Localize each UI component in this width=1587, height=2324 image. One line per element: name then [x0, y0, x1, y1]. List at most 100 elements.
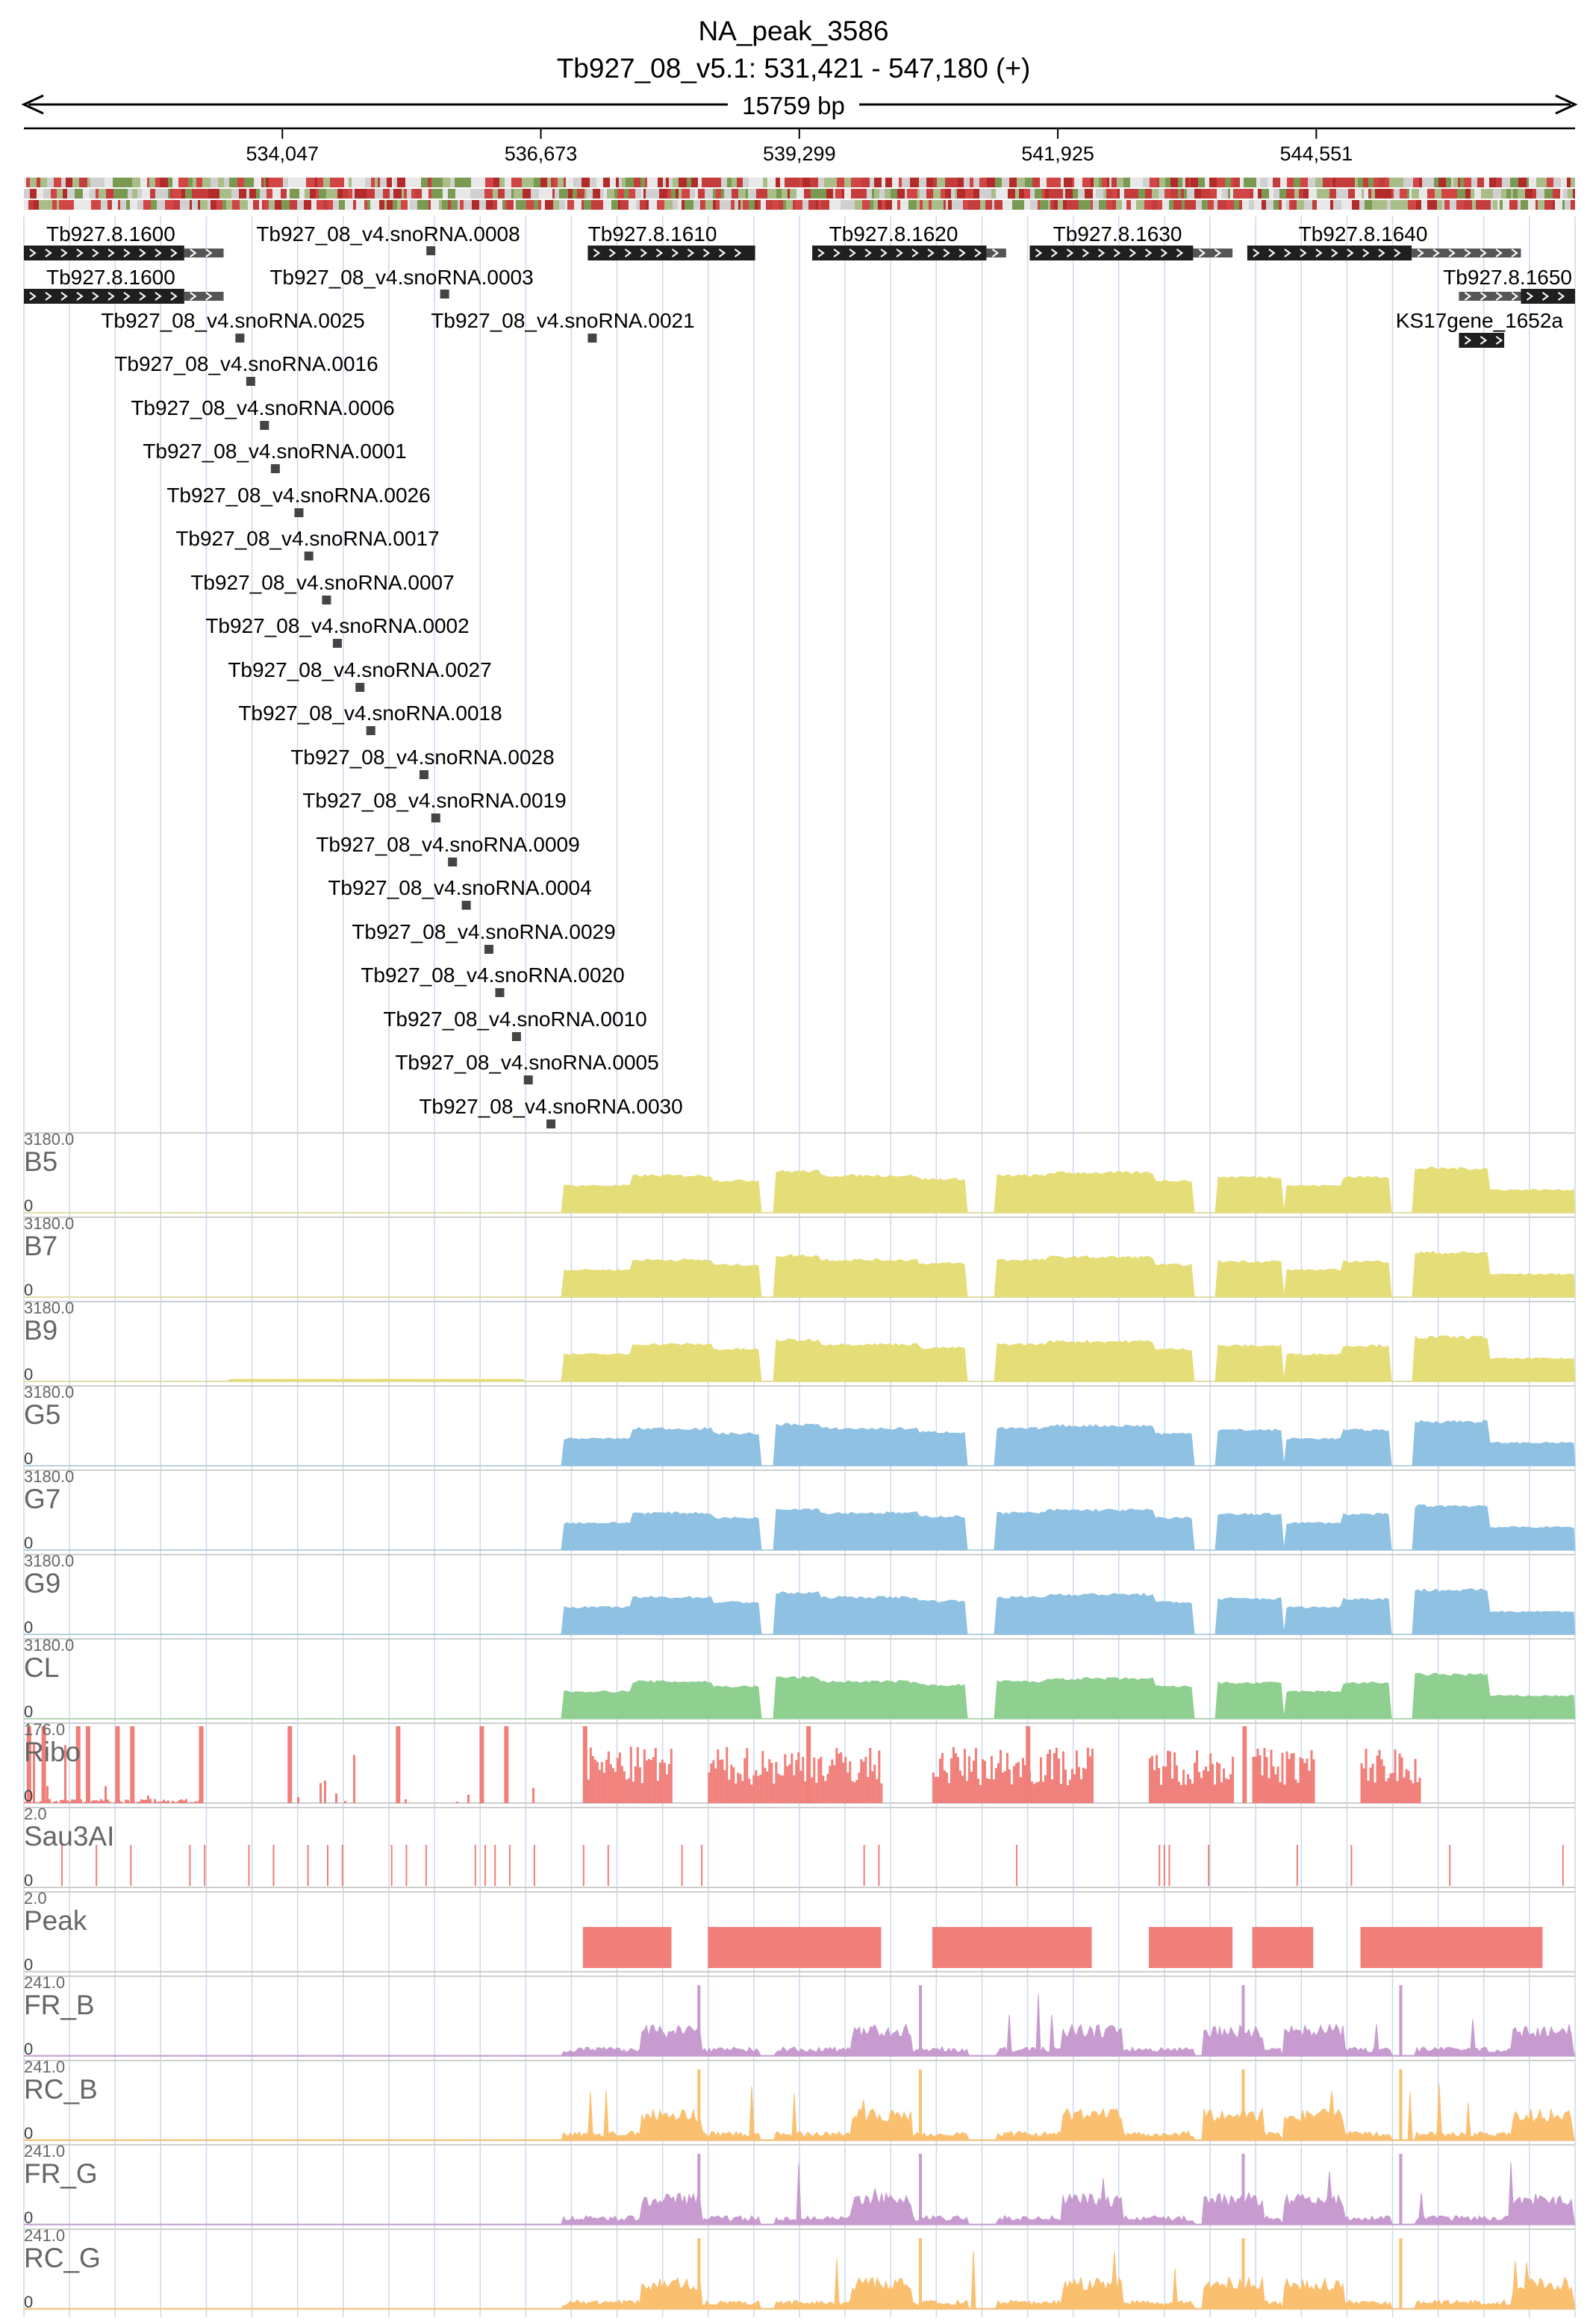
coverage-area [24, 1588, 1576, 1635]
sequence-block [1304, 200, 1312, 210]
sequence-block [330, 178, 337, 187]
sequence-block [24, 189, 30, 199]
sequence-block [1493, 200, 1497, 210]
sequence-block [1191, 178, 1198, 187]
track-name: RC_B [24, 2074, 98, 2105]
sequence-block [702, 200, 705, 210]
strand-chevron-icon [1113, 249, 1121, 257]
sequence-block [835, 189, 842, 199]
coverage-area [24, 1504, 1576, 1551]
ribo-bar [853, 1781, 856, 1803]
ribo-bar [98, 1801, 100, 1803]
read-count-spike [1399, 2070, 1403, 2140]
sequence-block [1123, 178, 1130, 187]
ribo-bar [105, 1786, 107, 1803]
ribo-bar [107, 1799, 109, 1803]
sequence-block [344, 178, 349, 187]
ribo-bar [71, 1799, 73, 1803]
sequence-block [99, 189, 104, 199]
ribo-bar [1214, 1784, 1217, 1803]
gene-label: Tb927_08_v4.snoRNA.0029 [352, 920, 615, 943]
ribo-bar [1391, 1772, 1394, 1803]
sequence-block [1182, 200, 1185, 210]
sequence-block [1198, 178, 1205, 187]
sequence-block [172, 189, 175, 199]
gene-feature: Tb927_08_v4.snoRNA.0020 [361, 963, 625, 997]
sequence-block [1217, 200, 1220, 210]
ribo-bar [1191, 1783, 1194, 1803]
strand-chevron-icon [943, 249, 950, 257]
sau3ai-site [607, 1845, 609, 1886]
strand-chevron-icon [1541, 292, 1550, 301]
sequence-block [603, 200, 611, 210]
ribo-bar [708, 1772, 711, 1803]
sequence-block [1015, 189, 1019, 199]
sequence-block [1400, 189, 1407, 199]
ribo-bar [69, 1802, 71, 1803]
gene-feature: Tb927_08_v4.snoRNA.0008 [256, 222, 520, 255]
ribo-bar [1376, 1755, 1379, 1803]
sequence-block [514, 200, 516, 210]
sequence-block [112, 200, 118, 210]
strand-chevron-icon [702, 249, 711, 257]
sequence-block [544, 189, 552, 199]
strand-chevron-icon [1480, 336, 1488, 345]
sequence-block [150, 189, 155, 199]
sequence-block [428, 178, 431, 187]
gene-label: Tb927_08_v4.snoRNA.0005 [395, 1051, 658, 1074]
gene-body [270, 464, 280, 473]
sequence-block [1481, 189, 1485, 199]
gene-feature: Tb927.8.1650 [1443, 266, 1575, 304]
ribo-bar [1156, 1755, 1159, 1803]
ribo-bar [1176, 1765, 1179, 1803]
sequence-block [140, 178, 147, 187]
ribo-bar [712, 1760, 715, 1803]
sequence-block [655, 178, 658, 187]
strand-chevron-icon [1160, 249, 1168, 257]
strand-chevron-icon [1526, 292, 1534, 301]
sequence-block [1165, 178, 1170, 187]
sequence-block [63, 189, 67, 199]
sequence-block [1178, 178, 1182, 187]
gene-label: Tb927_08_v4.snoRNA.0007 [190, 571, 454, 594]
ribo-bar [1369, 1767, 1372, 1803]
ribo-bar [1185, 1784, 1188, 1803]
sequence-block [1363, 178, 1368, 187]
sequence-block [208, 200, 211, 210]
sequence-block [1527, 178, 1529, 187]
sequence-block [766, 200, 773, 210]
gene-feature: Tb927_08_v4.snoRNA.0004 [328, 876, 592, 910]
sequence-block [1233, 189, 1235, 199]
sequence-block [514, 189, 520, 199]
ribo-bar [1055, 1748, 1058, 1803]
ribo-bar [1209, 1753, 1212, 1803]
gene-label: Tb927_08_v4.snoRNA.0017 [175, 527, 439, 550]
sequence-block [640, 200, 646, 210]
sequence-block [553, 200, 559, 210]
strand-chevron-icon [1300, 249, 1307, 257]
ribo-bar [167, 1800, 169, 1803]
sequence-block [899, 178, 902, 187]
ribo-bar [587, 1779, 590, 1803]
sequence-block [646, 189, 652, 199]
track-name: FR_B [24, 1990, 95, 2020]
ribo-bar [782, 1775, 785, 1803]
sequence-block [458, 200, 460, 210]
strand-chevron-icon [1253, 249, 1260, 257]
ribo-bar [192, 1802, 194, 1803]
sequence-block [128, 178, 132, 187]
sequence-block [253, 200, 259, 210]
sequence-block [467, 189, 470, 199]
gene-label: Tb927_08_v4.snoRNA.0028 [290, 746, 554, 769]
ribo-bar [1252, 1756, 1255, 1803]
sequence-block [299, 178, 306, 187]
sequence-block [448, 189, 455, 199]
sequence-block [933, 189, 941, 199]
sequence-block [1308, 178, 1315, 187]
sequence-block [117, 178, 125, 187]
read-count-spike [697, 2154, 701, 2225]
gene-body [1459, 333, 1505, 348]
strand-chevron-icon [190, 292, 197, 301]
ribo-bar [596, 1761, 599, 1803]
sau3ai-site [1350, 1845, 1353, 1886]
